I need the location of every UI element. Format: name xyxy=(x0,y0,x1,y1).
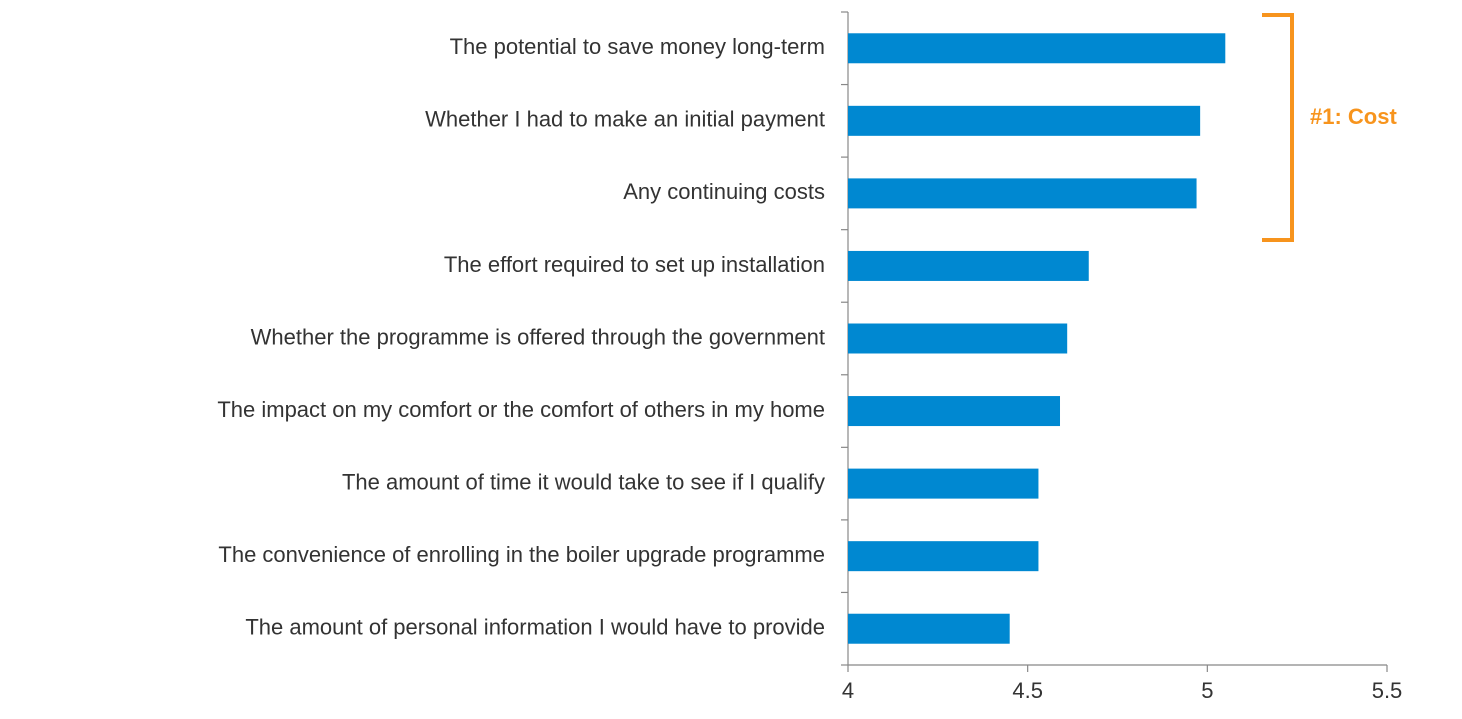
bar xyxy=(848,178,1197,209)
x-tick-label: 4.5 xyxy=(1012,678,1043,703)
y-tick-label: The amount of personal information I wou… xyxy=(245,615,825,640)
y-tick-label: Whether I had to make an initial payment xyxy=(425,107,825,132)
bar xyxy=(848,250,1089,281)
x-tick-label: 5 xyxy=(1201,678,1213,703)
bar xyxy=(848,323,1068,354)
y-tick-label: Whether the programme is offered through… xyxy=(251,324,825,349)
bar xyxy=(848,396,1061,427)
x-tick-label: 4 xyxy=(842,678,854,703)
y-tick-label: The impact on my comfort or the comfort … xyxy=(217,397,825,422)
y-tick-label: Any continuing costs xyxy=(623,179,825,204)
bar xyxy=(848,105,1201,136)
bar xyxy=(848,613,1010,644)
bar xyxy=(848,33,1226,64)
x-tick-label: 5.5 xyxy=(1372,678,1403,703)
bracket xyxy=(1262,13,1294,242)
y-tick-label: The convenience of enrolling in the boil… xyxy=(218,542,825,567)
y-tick-label: The amount of time it would take to see … xyxy=(342,469,825,494)
annotation: #1: Cost xyxy=(1310,104,1397,129)
y-tick-label: The potential to save money long-term xyxy=(450,34,825,59)
bar xyxy=(848,541,1039,572)
y-tick-label: The effort required to set up installati… xyxy=(444,252,825,277)
bar xyxy=(848,468,1039,499)
